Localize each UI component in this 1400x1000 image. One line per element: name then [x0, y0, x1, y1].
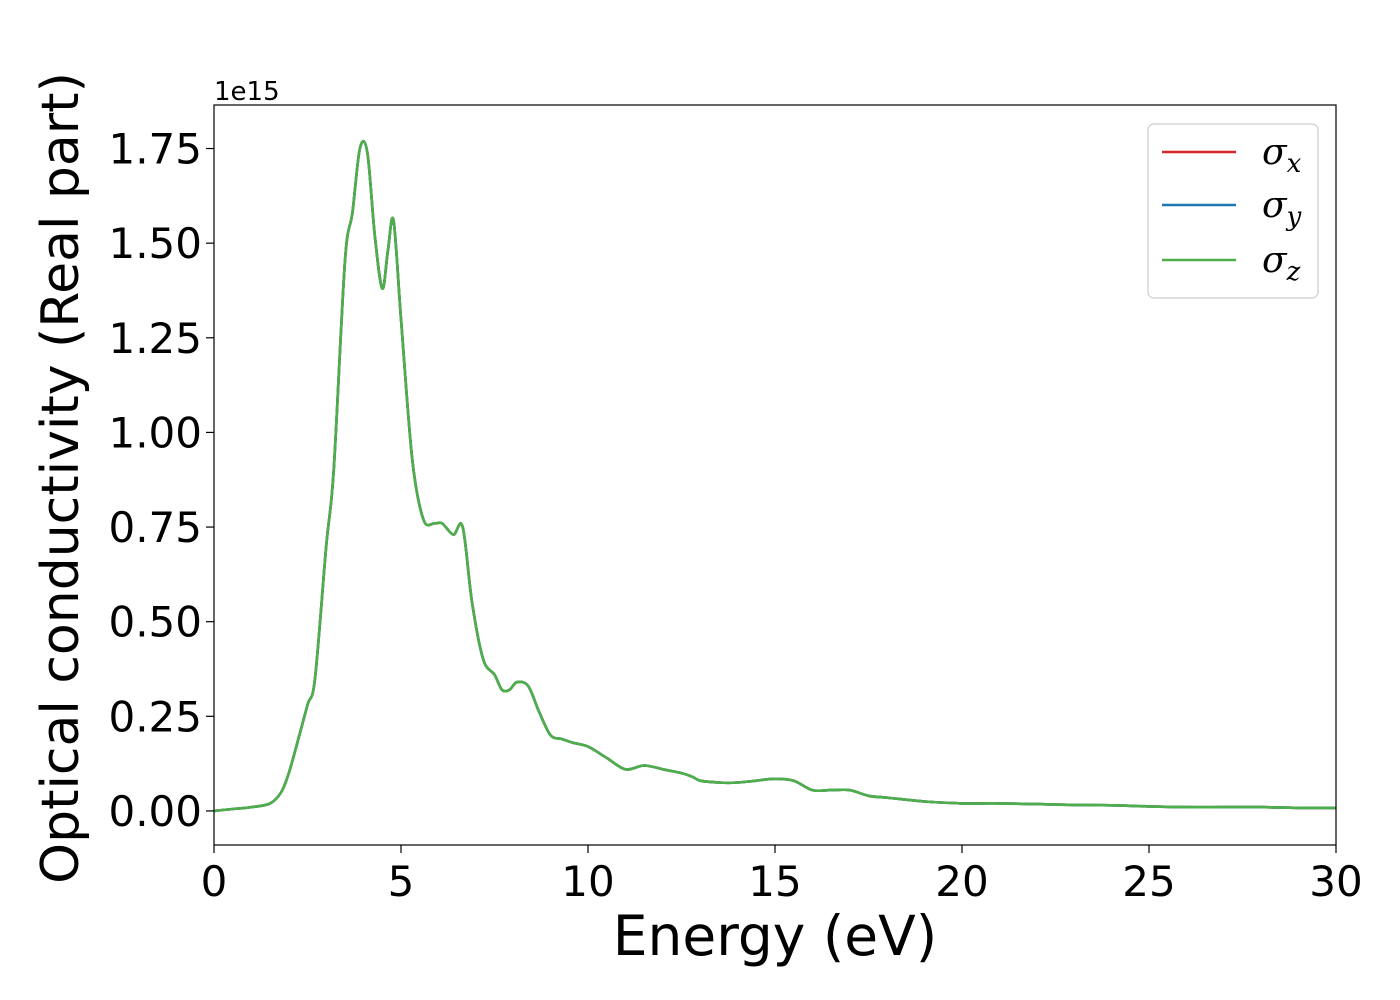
y-tick-label: 1.25 [108, 314, 202, 363]
x-tick-label: 15 [748, 857, 801, 906]
legend-box [1147, 123, 1319, 299]
y-tick-label: 0.50 [108, 598, 202, 647]
y-tick-label: 0.00 [108, 787, 202, 836]
x-tick-label: 10 [561, 857, 614, 906]
y-tick-label: 0.25 [108, 692, 202, 741]
x-axis: 0 5 10 15 20 25 30 [201, 845, 1363, 906]
x-tick-label: 5 [388, 857, 415, 906]
y-tick-label: 0.75 [108, 503, 202, 552]
x-tick-label: 25 [1122, 857, 1175, 906]
y-axis: 0.00 0.25 0.50 0.75 1.00 1.25 1.50 1.75 [108, 125, 214, 836]
legend: σx σy σz [1147, 123, 1319, 299]
legend-label-sigma-y: σy [1262, 185, 1302, 232]
legend-label-sigma-x: σx [1262, 132, 1302, 179]
y-tick-label: 1.50 [108, 219, 202, 268]
plot-area [213, 139, 1337, 813]
y-tick-label: 1.75 [108, 125, 202, 174]
x-axis-title: Energy (eV) [613, 904, 937, 968]
y-tick-label: 1.00 [108, 408, 202, 457]
y-offset-label: 1e15 [214, 77, 280, 107]
x-tick-label: 20 [935, 857, 988, 906]
legend-label-sigma-z: σz [1262, 240, 1301, 287]
x-tick-label: 0 [201, 857, 228, 906]
y-axis-title: Optical conductivity (Real part) [31, 72, 91, 884]
series-line-sigma-z [213, 139, 1337, 813]
x-tick-label: 30 [1309, 857, 1362, 906]
